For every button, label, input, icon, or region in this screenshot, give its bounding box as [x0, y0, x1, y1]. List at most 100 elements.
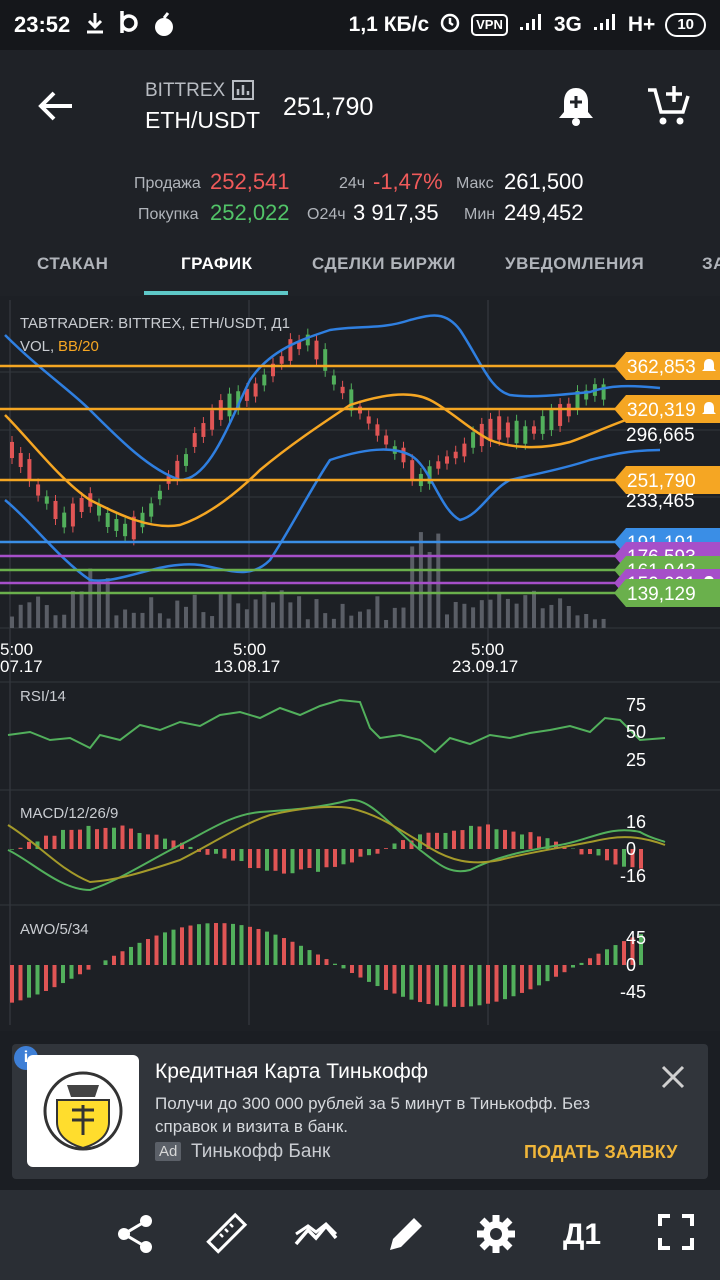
macd-bar — [95, 829, 99, 849]
macd-bar — [205, 849, 210, 855]
macd-bar — [613, 849, 618, 865]
bb-label: BB/20 — [58, 338, 99, 355]
macd-bar — [129, 828, 133, 849]
candle-body — [549, 409, 554, 431]
fullscreen-icon[interactable] — [656, 1212, 700, 1256]
axis-price-2: 233,465 — [626, 491, 695, 512]
macd-level-0: 0 — [626, 839, 636, 859]
tab-alerts[interactable]: УВЕДОМЛЕНИЯ — [505, 254, 645, 273]
macd-bar — [61, 829, 65, 849]
awo-bar — [69, 965, 74, 979]
bell-icon — [702, 359, 716, 371]
date-label-3: 23.09.17 — [452, 657, 518, 676]
macd-bar — [146, 834, 150, 849]
macd-bar — [248, 849, 252, 869]
awo-bar — [622, 941, 626, 965]
volume-bar — [392, 607, 397, 628]
tab-orderbook[interactable]: СТАКАН — [37, 254, 109, 273]
awo-bar — [511, 965, 516, 997]
ruler-icon[interactable] — [204, 1212, 248, 1256]
macd-bar — [120, 825, 125, 849]
candle-body — [123, 523, 128, 537]
ad-apply-button[interactable]: ПОДАТЬ ЗАЯВКУ — [524, 1142, 678, 1162]
awo-level-neg45: -45 — [620, 982, 646, 1002]
tab-chart[interactable]: ГРАФИК — [181, 254, 253, 273]
price-tag[interactable]: 251,790 — [614, 466, 720, 494]
volume-bar — [166, 618, 171, 628]
awo-bar — [469, 965, 473, 1007]
share-icon[interactable] — [114, 1212, 158, 1256]
macd-bar — [154, 834, 159, 849]
macd-bar — [435, 832, 439, 849]
volume-bar — [192, 594, 197, 628]
macd-bar — [392, 843, 397, 849]
bar-chart-icon — [232, 80, 254, 105]
macd-bar — [503, 829, 507, 849]
candle-body — [540, 416, 545, 434]
macd-bar — [316, 849, 320, 872]
macd-bar — [537, 836, 541, 849]
volume-bar — [123, 609, 128, 628]
macd-bar — [180, 842, 184, 849]
volume-bar — [358, 611, 362, 628]
pencil-icon[interactable] — [384, 1212, 428, 1256]
chart-area[interactable]: TABTRADER: BITTREX, ETH/USDT, Д1 VOL, BB… — [0, 296, 720, 1031]
price-tag[interactable]: 139,129 — [614, 579, 720, 607]
candle-body — [471, 432, 476, 448]
rsi-line — [7, 698, 666, 754]
price-tags: 362,853320,319251,790191,191176,593161,9… — [614, 352, 720, 607]
volume-bar — [418, 532, 423, 628]
tab-trades[interactable]: СДЕЛКИ БИРЖИ — [312, 254, 456, 273]
candle-body — [44, 496, 49, 504]
volume-bar — [210, 616, 215, 628]
timeframe-button[interactable]: Д1 — [563, 1218, 602, 1251]
candle-body — [70, 503, 75, 527]
macd-bar — [384, 848, 388, 849]
tab-more[interactable]: ЗА — [702, 254, 720, 273]
awo-bar — [384, 965, 388, 990]
signal-icon — [518, 12, 544, 38]
gear-icon[interactable] — [474, 1212, 518, 1256]
awo-bar — [214, 923, 218, 965]
buy-label: Покупка — [138, 206, 199, 223]
status-right: 1,1 КБ/с VPN 3G H+ 10 — [349, 11, 706, 39]
awo-bar — [460, 965, 465, 1007]
awo-bar — [129, 946, 133, 965]
back-arrow-icon[interactable] — [36, 86, 76, 131]
add-cart-icon[interactable] — [646, 84, 692, 133]
indicators-icon[interactable] — [294, 1212, 338, 1256]
macd-bar — [511, 831, 516, 849]
macd-bar — [282, 849, 286, 874]
awo-bar — [86, 965, 91, 970]
awo-bar — [358, 965, 363, 978]
candle-body — [445, 456, 449, 464]
candle-body — [453, 451, 458, 459]
macd-bar — [460, 830, 465, 849]
price-tag[interactable]: 362,853 — [614, 352, 720, 380]
vpn-badge: VPN — [471, 14, 508, 36]
candle-body — [305, 334, 310, 346]
candle-body — [105, 512, 110, 528]
candle-body — [340, 386, 345, 394]
volume-bar — [375, 596, 380, 628]
macd-signal — [7, 805, 666, 884]
volume-bar — [53, 615, 58, 628]
volume-bar — [131, 612, 136, 628]
awo-bar — [494, 965, 499, 1002]
macd-bar — [486, 824, 490, 849]
macd-bar — [78, 829, 82, 849]
volume-bar — [514, 603, 519, 628]
macd-bar — [596, 849, 601, 856]
awo-bar — [613, 945, 618, 965]
candle-body — [236, 391, 241, 409]
awo-bar — [163, 932, 167, 965]
bell-add-icon[interactable] — [556, 84, 596, 133]
ad-title: Кредитная Карта Тинькофф — [155, 1060, 429, 1083]
candle-body — [584, 390, 589, 400]
close-icon[interactable] — [660, 1064, 686, 1098]
volume-bars — [10, 532, 606, 628]
awo-bar — [61, 965, 65, 984]
candle-body — [227, 393, 232, 417]
price-tag[interactable]: 320,319 — [614, 395, 720, 423]
volume-bar — [471, 607, 476, 628]
